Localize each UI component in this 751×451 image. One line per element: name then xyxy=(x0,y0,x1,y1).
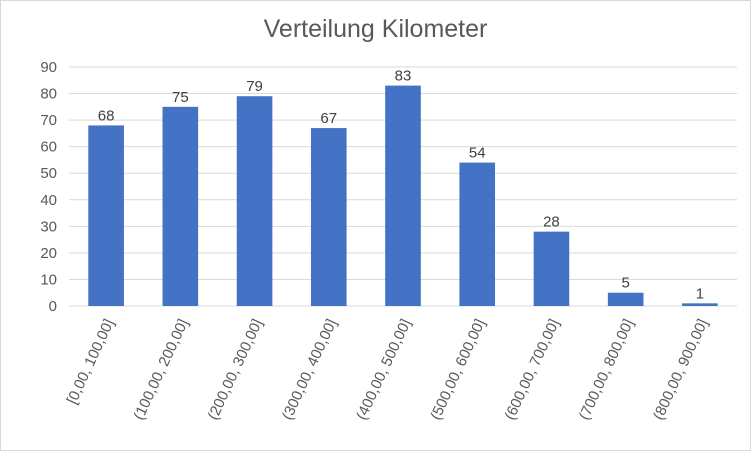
x-tick-label: (300,00, 400,00] xyxy=(279,317,341,423)
bar xyxy=(88,125,124,306)
data-label: 1 xyxy=(696,285,704,302)
y-tick-label: 80 xyxy=(40,86,57,103)
bar xyxy=(459,162,496,306)
x-tick-label: [0,00, 100,00] xyxy=(64,317,118,407)
x-tick-label: (100,00, 200,00] xyxy=(130,317,192,423)
data-label: 54 xyxy=(469,145,486,162)
bar xyxy=(533,231,570,306)
x-tick-label: (800,00, 900,00] xyxy=(650,317,712,423)
bar xyxy=(162,106,199,306)
chart-title: Verteilung Kilometer xyxy=(263,15,488,43)
data-label: 75 xyxy=(172,89,189,106)
y-tick-label: 70 xyxy=(40,112,57,129)
x-tick-label: (200,00, 300,00] xyxy=(205,317,267,423)
x-tick-label: (600,00, 700,00] xyxy=(501,317,563,423)
y-tick-label: 40 xyxy=(40,192,57,209)
data-label: 83 xyxy=(395,68,412,85)
x-tick-label: (500,00, 600,00] xyxy=(427,317,489,423)
data-label: 68 xyxy=(98,107,115,124)
data-label: 5 xyxy=(621,275,629,292)
bar xyxy=(310,128,347,306)
bar xyxy=(682,303,718,306)
y-tick-label: 10 xyxy=(40,271,57,288)
y-tick-label: 0 xyxy=(49,298,57,315)
bar xyxy=(607,292,644,306)
data-label: 28 xyxy=(543,214,560,231)
x-tick-label: (400,00, 500,00] xyxy=(353,317,415,423)
bar xyxy=(385,85,421,306)
y-tick-label: 20 xyxy=(40,245,57,262)
y-tick-label: 60 xyxy=(40,139,57,156)
x-tick-label: (700,00, 800,00] xyxy=(576,317,638,423)
y-tick-label: 90 xyxy=(40,59,57,76)
data-label: 79 xyxy=(246,78,263,95)
y-tick-label: 50 xyxy=(40,165,57,182)
y-tick-label: 30 xyxy=(40,218,57,235)
data-label: 67 xyxy=(320,110,337,127)
bar xyxy=(236,96,273,306)
